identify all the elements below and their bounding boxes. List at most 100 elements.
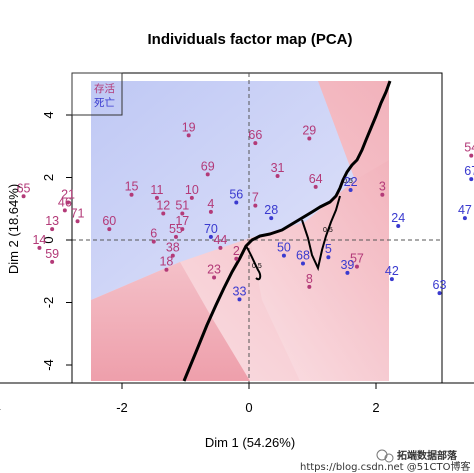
watermark-small: https://blog.csdn.net @51CTO博客 — [300, 460, 470, 473]
point-label: 68 — [296, 248, 310, 262]
data-point — [396, 223, 401, 228]
data-point — [237, 297, 242, 302]
x-tick-label: 0 — [245, 400, 252, 415]
point-label: 56 — [229, 188, 243, 202]
data-point — [180, 211, 185, 216]
point-label: 4 — [207, 197, 214, 211]
data-point — [345, 270, 350, 275]
point-label: 51 — [175, 198, 189, 212]
point-label: 63 — [433, 278, 447, 292]
data-point — [281, 253, 286, 258]
data-point — [234, 256, 239, 261]
data-point — [313, 184, 318, 189]
point-label: 22 — [344, 175, 358, 189]
point-label: 42 — [385, 264, 399, 278]
point-label: 14 — [32, 233, 46, 247]
data-point — [151, 239, 156, 244]
data-point — [186, 133, 191, 138]
data-point — [437, 291, 442, 296]
chart-title: Individuals factor map (PCA) — [147, 31, 352, 48]
point-label: 66 — [248, 128, 262, 142]
point-label: 59 — [45, 247, 59, 261]
data-point — [253, 203, 258, 208]
point-label: 65 — [17, 181, 31, 195]
legend: 存活 死亡 — [71, 72, 123, 116]
point-label: 69 — [201, 159, 215, 173]
x-tick-label: -2 — [116, 400, 128, 415]
data-point — [173, 234, 178, 239]
data-point — [208, 209, 213, 214]
data-point — [218, 245, 223, 250]
point-label: 21 — [61, 188, 75, 202]
data-point — [50, 227, 55, 232]
data-point — [66, 200, 71, 205]
data-point — [275, 173, 280, 178]
data-point — [62, 208, 67, 213]
point-label: 44 — [213, 233, 227, 247]
data-point — [300, 261, 305, 266]
data-point — [212, 275, 217, 280]
data-point — [37, 245, 42, 250]
data-point — [208, 234, 213, 239]
point-label: 8 — [306, 272, 313, 286]
death-region-lower-right — [250, 160, 389, 381]
point-label: 64 — [309, 172, 323, 186]
point-label: 38 — [166, 241, 180, 255]
data-point — [170, 253, 175, 258]
point-label: 11 — [150, 183, 163, 197]
point-label: 57 — [350, 252, 364, 266]
data-point — [205, 172, 210, 177]
point-label: 55 — [169, 222, 183, 236]
watermark-main: 拓端数据部落 — [397, 449, 458, 462]
y-tick-label: -2 — [41, 297, 56, 309]
data-point — [164, 267, 169, 272]
legend-box — [71, 72, 123, 116]
point-label: 15 — [125, 180, 139, 194]
watermark-icon — [376, 449, 388, 461]
point-label: 13 — [45, 214, 59, 228]
contour-label: 0.5 — [323, 227, 333, 234]
point-label: 17 — [175, 214, 189, 228]
data-point — [161, 211, 166, 216]
data-point — [50, 259, 55, 264]
x-axis-label: Dim 1 (54.26%) — [205, 435, 295, 450]
y-tick-label: -4 — [41, 359, 56, 371]
point-label: 39 — [340, 258, 354, 272]
point-label: 54 — [464, 141, 474, 155]
survive-region — [91, 81, 355, 300]
data-point — [307, 284, 312, 289]
legend-entry-death: 死亡 — [94, 96, 115, 109]
point-label: 33 — [233, 284, 247, 298]
point-label: 18 — [159, 255, 173, 269]
x-tick-label: 2 — [372, 400, 379, 415]
classification-regions — [91, 81, 389, 381]
point-label: 70 — [204, 222, 218, 236]
y-tick-label: 4 — [41, 111, 56, 118]
data-point — [21, 194, 26, 199]
point-label: 2 — [233, 244, 240, 258]
point-label: 6 — [150, 227, 157, 241]
point-label: 5 — [325, 242, 332, 256]
data-points: 1966296931646521151110746125145213716017… — [17, 120, 474, 302]
x-tick-label: -4 — [0, 400, 1, 415]
point-label: 23 — [207, 263, 221, 277]
point-label: 12 — [156, 198, 170, 212]
point-label: 7 — [252, 191, 259, 205]
point-label: 67 — [464, 164, 474, 178]
data-point — [107, 227, 112, 232]
point-label: 24 — [391, 211, 405, 225]
y-tick-label: 0 — [41, 236, 56, 243]
data-point — [348, 188, 353, 192]
point-label: 29 — [302, 123, 316, 137]
contour-label: 0.5 — [252, 263, 262, 270]
death-region-lower-left — [91, 262, 250, 381]
point-label: 31 — [271, 161, 285, 175]
data-point — [469, 153, 474, 158]
watermark: 拓端数据部落 https://blog.csdn.net @51CTO博客 — [300, 449, 470, 473]
data-point — [389, 277, 394, 282]
y-tick-label: 2 — [41, 174, 56, 181]
data-point — [354, 264, 359, 269]
point-label: 10 — [185, 183, 199, 197]
point-label: 19 — [182, 120, 196, 134]
